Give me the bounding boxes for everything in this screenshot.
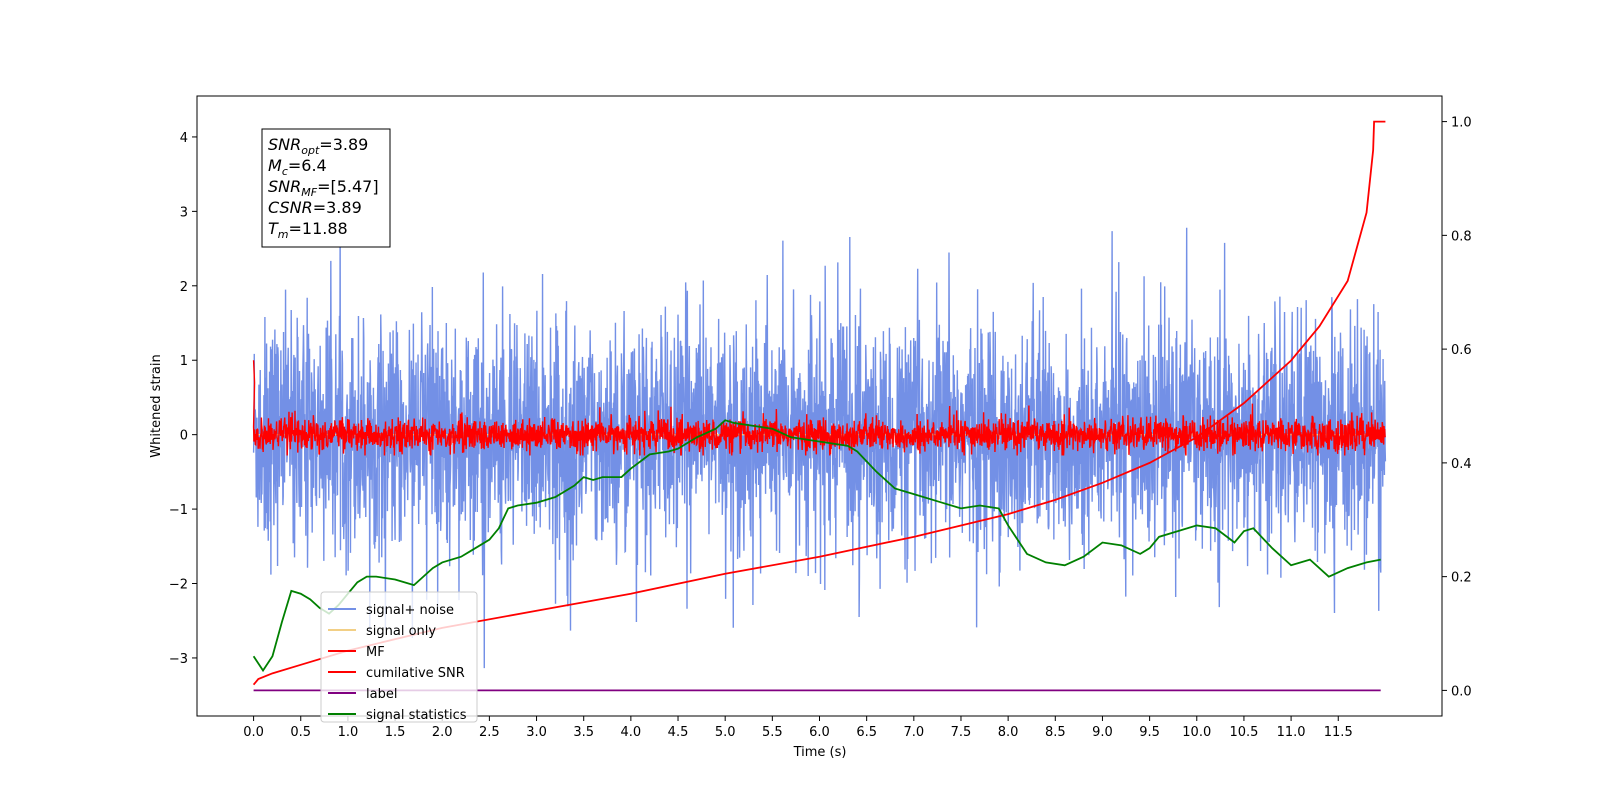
x-tick-label: 1.5 (385, 725, 406, 740)
y-tick-label: 1 (180, 354, 188, 369)
y-tick-label: −3 (169, 652, 188, 667)
x-tick-label: 10.5 (1229, 725, 1258, 740)
x-tick-label: 7.5 (951, 725, 972, 740)
legend-label: signal only (366, 624, 436, 639)
legend-label: signal+ noise (366, 603, 454, 618)
y2-tick-label: 1.0 (1451, 116, 1472, 131)
x-tick-label: 0.5 (290, 725, 311, 740)
y-tick-label: −1 (169, 503, 188, 518)
x-axis: 0.0 0.5 1.0 1.5 2.0 2.5 3.0 3.5 4.0 4.5 5.0 5.5 6.0 6… (243, 716, 1353, 740)
y2-tick-label: 0.8 (1451, 229, 1472, 244)
series-line-signal-statistics (252, 419, 1381, 673)
x-tick-label: 0.0 (243, 725, 264, 740)
x-tick-label: 4.0 (621, 725, 642, 740)
x-tick-label: 7.0 (903, 725, 924, 740)
x-tick-label: 5.0 (715, 725, 736, 740)
annotation-frame (261, 128, 391, 248)
x-tick-label: 2.0 (432, 725, 453, 740)
x-tick-label: 8.5 (1045, 725, 1066, 740)
y2-tick-label: 0.0 (1451, 684, 1472, 699)
x-tick-label: 8.0 (998, 725, 1019, 740)
x-tick-label: 3.5 (573, 725, 594, 740)
y-axis-right: 1.0 0.8 0.6 0.4 0.2 0.0 (1442, 116, 1472, 699)
x-axis-title: Time (s) (793, 745, 847, 760)
legend-frame (320, 591, 478, 723)
annotation-line: SNRopt=3.89 (268, 135, 368, 157)
x-tick-label: 5.5 (762, 725, 783, 740)
x-tick-label: 6.5 (856, 725, 877, 740)
y-tick-label: 4 (180, 131, 188, 146)
legend-label: signal statistics (366, 708, 467, 723)
legend-label: label (366, 687, 397, 702)
y-tick-label: 3 (180, 205, 188, 220)
annotation-line: CSNR=3.89 (268, 198, 362, 217)
x-tick-label: 9.0 (1092, 725, 1113, 740)
x-tick-label: 6.0 (809, 725, 830, 740)
legend-label: cumilative SNR (366, 666, 465, 681)
y2-tick-label: 0.2 (1451, 571, 1472, 586)
x-tick-label: 4.5 (668, 725, 689, 740)
x-tick-label: 2.5 (479, 725, 500, 740)
x-tick-label: 3.0 (526, 725, 547, 740)
y-tick-label: 2 (180, 280, 188, 295)
x-tick-label: 9.5 (1139, 725, 1160, 740)
legend: signal+ noise signal only MF cumilative SNR… (320, 591, 478, 723)
x-tick-label: 10.0 (1182, 725, 1211, 740)
y-tick-label: 0 (180, 429, 188, 444)
y2-tick-label: 0.6 (1451, 343, 1472, 358)
annotation-line: SNRMF=[5.47] (268, 177, 379, 199)
y-tick-label: −2 (169, 578, 188, 593)
legend-label: MF (366, 645, 385, 660)
y-axis-left: 4 3 2 1 0 −1 −2 −3 (169, 131, 197, 667)
y2-tick-label: 0.4 (1451, 457, 1472, 472)
annotation-line: Tm=11.88 (268, 219, 348, 241)
x-tick-label: 11.5 (1324, 725, 1353, 740)
x-tick-label: 11.0 (1277, 725, 1306, 740)
annotation-line: Mc=6.4 (268, 156, 327, 178)
y-axis-title: Whitened strain (149, 354, 164, 457)
x-tick-label: 1.0 (338, 725, 359, 740)
